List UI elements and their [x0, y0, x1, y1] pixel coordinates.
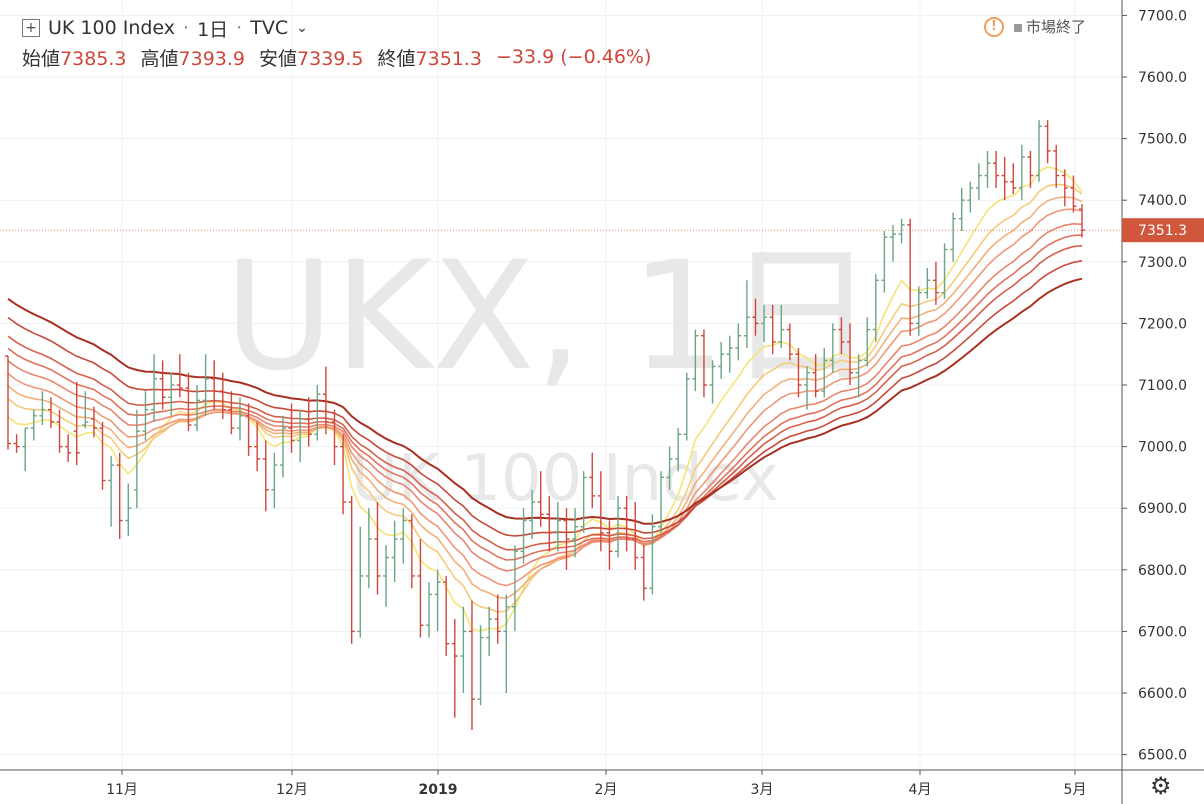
x-tick-label: 12月 [276, 782, 308, 798]
y-tick-label: 7300.0 [1138, 255, 1187, 271]
low-value: 安値7339.5 [259, 44, 364, 71]
high-label: 高値 [140, 47, 179, 70]
x-tick-label: 5月 [1064, 782, 1087, 798]
ema-ribbon-line [7, 244, 1083, 551]
ema-ribbon-line [7, 260, 1083, 537]
separator-dot: · [183, 17, 190, 39]
x-tick-label: 2019 [419, 782, 458, 798]
last-price-badge [1122, 218, 1204, 243]
y-tick-label: 6500.0 [1138, 748, 1187, 764]
y-tick-label: 7000.0 [1138, 440, 1187, 456]
ema-ribbon-line [7, 196, 1083, 600]
y-tick-label: 6700.0 [1138, 624, 1187, 640]
y-tick-label: 7600.0 [1138, 70, 1187, 86]
ema-ribbon-line [7, 234, 1083, 561]
open-number: 7385.3 [60, 47, 127, 70]
change-value: −33.9 (−0.46%) [496, 46, 652, 68]
gear-icon[interactable]: ⚙ [1150, 772, 1172, 800]
y-tick-label: 7700.0 [1138, 8, 1187, 24]
y-tick-label: 6900.0 [1138, 501, 1187, 517]
ema-ribbon-line [7, 166, 1083, 632]
high-value: 高値7393.9 [141, 44, 246, 71]
open-value: 始値7385.3 [22, 44, 127, 71]
ema-ribbon-line [7, 277, 1083, 525]
symbol-title[interactable]: UK 100 Index [48, 17, 176, 39]
chevron-down-icon[interactable]: ⌄ [296, 20, 308, 36]
last-price-label: 7351.3 [1138, 223, 1187, 239]
watermark-main: UKX, 1日 [224, 230, 876, 404]
legend: + UK 100 Index · 1日 · TVC ⌄ 始値7385.3 高値7… [22, 14, 651, 72]
interval-label[interactable]: 1日 [197, 18, 229, 41]
x-tick-label: 4月 [909, 782, 932, 798]
exchange-label[interactable]: TVC [250, 17, 289, 39]
market-status[interactable]: ! 市場終了 [984, 16, 1086, 37]
y-tick-label: 6600.0 [1138, 686, 1187, 702]
x-tick-label: 3月 [751, 782, 774, 798]
close-value: 終値7351.3 [378, 44, 483, 71]
x-tick-label: 2月 [595, 782, 618, 798]
market-status-text: 市場終了 [1026, 18, 1087, 36]
y-tick-label: 6800.0 [1138, 563, 1187, 579]
ema-ribbon-line [7, 208, 1083, 587]
y-tick-label: 7400.0 [1138, 193, 1187, 209]
low-number: 7339.5 [297, 47, 364, 70]
plus-square-icon[interactable]: + [22, 19, 40, 37]
status-square-icon [1014, 24, 1022, 32]
close-number: 7351.3 [415, 47, 482, 70]
high-number: 7393.9 [178, 47, 245, 70]
y-tick-label: 7500.0 [1138, 132, 1187, 148]
y-tick-label: 7200.0 [1138, 316, 1187, 332]
x-tick-label: 11月 [106, 782, 138, 798]
low-label: 安値 [259, 47, 298, 70]
y-tick-label: 7100.0 [1138, 378, 1187, 394]
close-label: 終値 [377, 47, 416, 70]
market-status-label: 市場終了 [1014, 16, 1086, 37]
exclamation-circle-icon[interactable]: ! [984, 16, 1004, 37]
separator-dot: · [236, 17, 243, 39]
open-label: 始値 [22, 47, 61, 70]
ema-ribbon-line [7, 222, 1083, 572]
